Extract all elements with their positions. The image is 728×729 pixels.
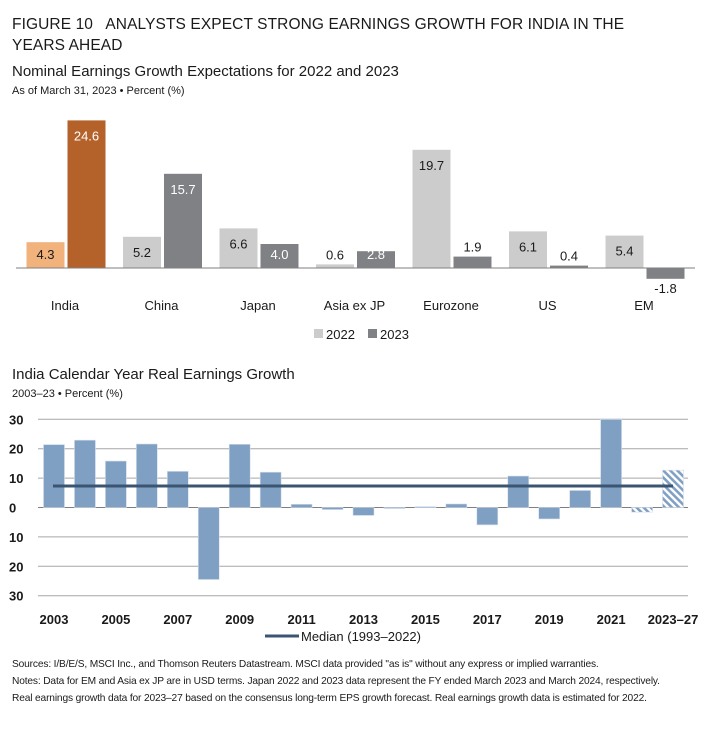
chart2-bars	[43, 418, 684, 580]
bar-2015	[414, 506, 437, 508]
chart1-bars	[26, 120, 685, 279]
legend-label-2023: 2023	[380, 327, 409, 342]
legend-swatch-2022	[314, 329, 323, 338]
chart1-subtitle: As of March 31, 2023 • Percent (%)	[12, 85, 185, 97]
bar-2011	[290, 503, 313, 508]
x-label-eurozone: Eurozone	[423, 298, 479, 313]
bar-us-2022	[509, 231, 547, 268]
bar-eurozone-2023	[453, 256, 492, 268]
bar-2020	[569, 490, 591, 508]
bar-em-2023	[646, 268, 685, 279]
bar-china-2022	[123, 236, 161, 268]
figure-title-line-2: YEARS AHEAD	[12, 37, 123, 54]
x-label-us: US	[538, 298, 556, 313]
x-tick-label: 2009	[225, 612, 254, 627]
chart1-legend: 2022 2023	[314, 327, 409, 342]
bar-2003	[43, 444, 65, 508]
bar-2005	[105, 460, 127, 508]
x-tick-label: 2017	[473, 612, 502, 627]
x-label-japan: Japan	[240, 298, 275, 313]
footer-notes: Sources: I/B/E/S, MSCI Inc., and Thomson…	[12, 656, 724, 707]
figure-title-line-1: FIGURE 10 ANALYSTS EXPECT STRONG EARNING…	[12, 16, 625, 33]
legend-swatch-2023	[368, 329, 377, 338]
bar-2012	[321, 507, 344, 510]
data-label-india-2022: 4.3	[36, 247, 54, 262]
bar-2021	[600, 418, 622, 508]
x-tick-label: 2013	[349, 612, 378, 627]
bar-2023–27	[662, 469, 684, 508]
nominal-earnings-chart: 4.3 24.6 India 5.2 15.7 China 6.6 4.0 Japan 0.6 2.…	[16, 120, 695, 342]
chart2-title: India Calendar Year Real Earnings Growth	[12, 366, 295, 383]
data-label-asia-ex-jp-2023: 2.8	[367, 247, 385, 262]
x-label-india: India	[51, 298, 80, 313]
x-tick-label: 2019	[535, 612, 564, 627]
chart1-title: Nominal Earnings Growth Expectations for…	[12, 63, 399, 80]
bar-asia-ex-jp-2023	[357, 251, 395, 268]
data-label-em-2022: 5.4	[615, 244, 633, 259]
data-label-eurozone-2022: 19.7	[419, 158, 444, 173]
bar-2018	[507, 475, 530, 508]
bar-eurozone-2022	[412, 149, 451, 268]
x-tick-label: 2003	[40, 612, 69, 627]
legend-label-2022: 2022	[326, 327, 355, 342]
x-label-em: EM	[634, 298, 654, 313]
bar-asia-ex-jp-2022	[316, 264, 354, 268]
y-tick-label: 30	[9, 412, 23, 427]
data-label-china-2022: 5.2	[133, 245, 151, 260]
bar-2013	[352, 507, 375, 516]
bar-2006	[136, 443, 158, 508]
x-tick-label: 2023–27	[648, 612, 699, 627]
data-label-china-2023: 15.7	[170, 182, 195, 197]
bar-2016	[445, 503, 468, 508]
data-label-eurozone-2023: 1.9	[463, 240, 481, 255]
bar-japan-2023	[260, 244, 299, 268]
y-tick-label: 10	[9, 530, 23, 545]
bar-china-2023	[164, 173, 202, 268]
data-label-japan-2023: 4.0	[270, 247, 288, 262]
sources-note: Sources: I/B/E/S, MSCI Inc., and Thomson…	[12, 659, 599, 670]
bar-2019	[538, 507, 561, 520]
bar-2022	[631, 507, 653, 513]
data-label-asia-ex-jp-2022: 0.6	[326, 247, 344, 262]
x-tick-label: 2007	[163, 612, 192, 627]
bar-2010	[259, 471, 282, 508]
x-label-china: China	[145, 298, 180, 313]
bar-2008	[197, 507, 220, 580]
y-tick-label: 0	[9, 501, 16, 516]
y-tick-label: 20	[9, 442, 23, 457]
x-tick-label: 2021	[597, 612, 626, 627]
chart1-labels: 4.3 24.6 India 5.2 15.7 China 6.6 4.0 Japan 0.6 2.…	[36, 128, 676, 313]
bar-japan-2022	[219, 228, 258, 268]
y-tick-label: 30	[9, 589, 23, 604]
bar-india-2022	[26, 242, 65, 268]
notes-line-1: Notes: Data for EM and Asia ex JP are in…	[12, 676, 660, 687]
data-label-em-2023: -1.8	[654, 281, 676, 296]
x-tick-label: 2011	[287, 612, 315, 627]
notes-line-2: Real earnings growth data for 2023–27 ba…	[12, 693, 647, 704]
bar-em-2022	[605, 235, 644, 268]
bar-2014	[383, 507, 406, 509]
x-label-asia-ex-jp: Asia ex JP	[324, 298, 385, 313]
x-tick-label: 2005	[101, 612, 130, 627]
bar-us-2023	[550, 265, 588, 268]
real-earnings-chart: 30 20 10 0 10 20 30 2003 2005 2007 2009 2011 2013 201…	[9, 412, 698, 644]
x-tick-label: 2015	[411, 612, 440, 627]
data-label-us-2023: 0.4	[560, 249, 578, 264]
bar-2017	[476, 507, 499, 526]
bar-india-2023	[67, 120, 106, 269]
bar-2004	[74, 439, 96, 508]
chart2-subtitle: 2003–23 • Percent (%)	[12, 388, 123, 400]
bar-2007	[167, 471, 189, 508]
y-tick-label: 10	[9, 471, 23, 486]
legend-median-label: Median (1993–2022)	[301, 629, 421, 644]
chart2-labels: 30 20 10 0 10 20 30 2003 2005 2007 2009 2011 2013 201…	[9, 412, 698, 627]
data-label-japan-2022: 6.6	[229, 236, 247, 251]
data-label-us-2022: 6.1	[519, 239, 537, 254]
data-label-india-2023: 24.6	[74, 128, 99, 143]
chart2-legend: Median (1993–2022)	[265, 629, 421, 644]
bar-2009	[228, 443, 251, 508]
figure-title: FIGURE 10 ANALYSTS EXPECT STRONG EARNING…	[12, 14, 712, 56]
y-tick-label: 20	[9, 559, 23, 574]
